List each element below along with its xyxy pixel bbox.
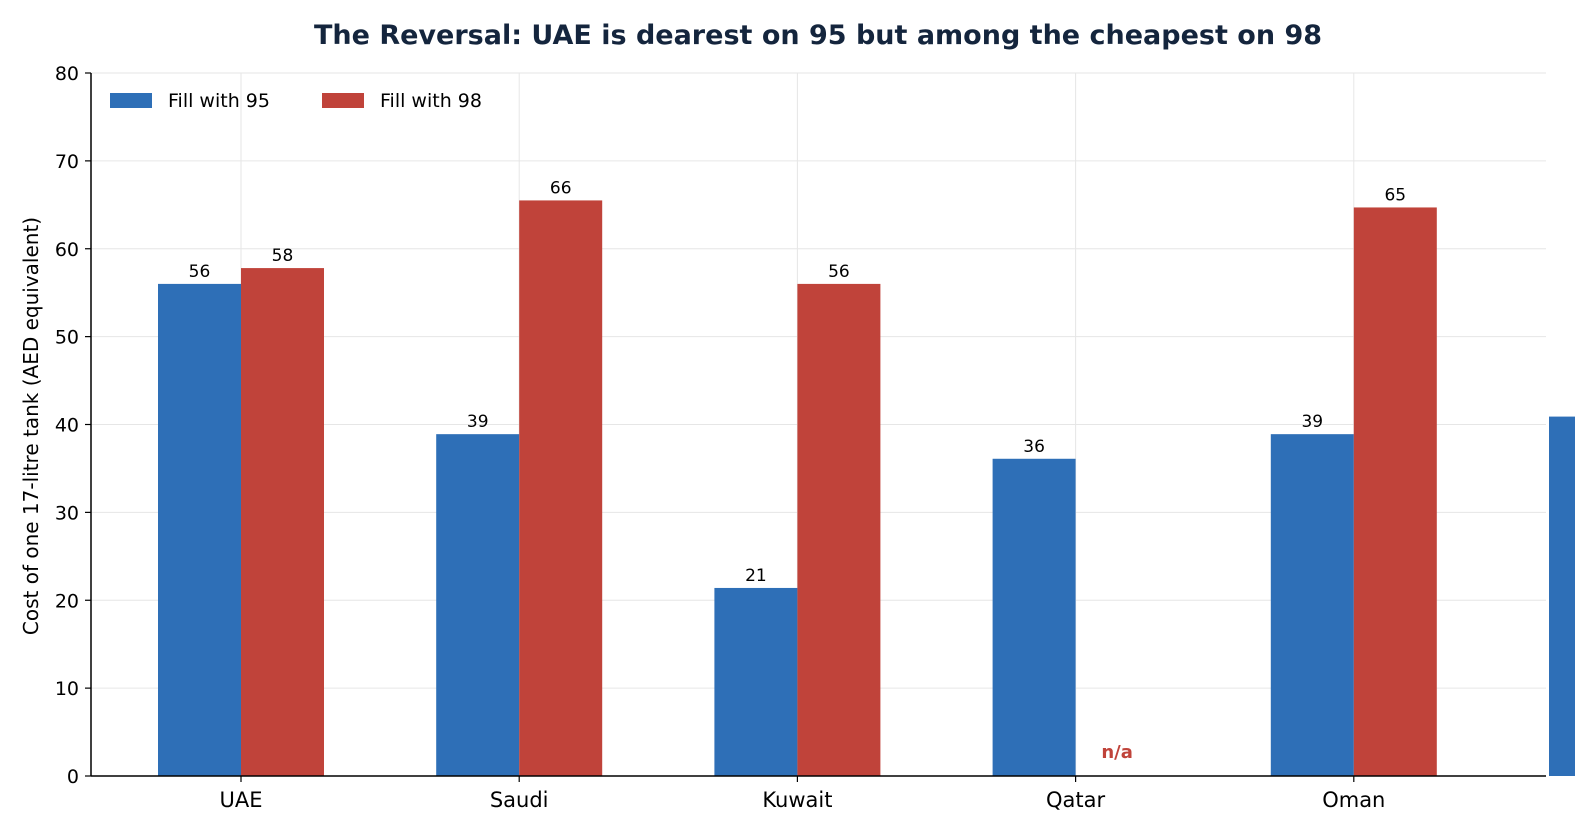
bar-95 xyxy=(714,587,798,776)
legend-label: Fill with 95 xyxy=(168,90,270,112)
legend: Fill with 95 Fill with 98 xyxy=(110,90,482,112)
bar-value-label: 21 xyxy=(745,566,767,586)
y-tick-label: 0 xyxy=(67,766,79,788)
bar-95 xyxy=(436,434,520,776)
bars xyxy=(158,200,1575,777)
x-category-labels: UAESaudiKuwaitQatarOmanBahrain xyxy=(219,776,1385,812)
y-tick-label: 20 xyxy=(55,590,79,612)
y-tick-label: 60 xyxy=(55,239,79,261)
y-tick-label: 40 xyxy=(55,415,79,437)
legend-label: Fill with 98 xyxy=(380,90,482,112)
bar-value-label: 56 xyxy=(828,262,850,282)
y-tick-labels: 0 10 20 30 40 50 60 70 80 xyxy=(55,63,91,788)
y-tick-label: 80 xyxy=(55,63,79,85)
bar-98 xyxy=(519,200,603,776)
bar-value-label: 39 xyxy=(467,412,489,432)
missing-value-label: n/a xyxy=(1101,742,1133,763)
bar-95 xyxy=(1549,416,1575,776)
bar-value-label: 36 xyxy=(1023,437,1045,457)
bar-value-label: 39 xyxy=(1301,412,1323,432)
x-category-label: UAE xyxy=(219,788,262,812)
x-category-label: Saudi xyxy=(490,788,549,812)
bar-value-label: 66 xyxy=(550,178,572,198)
bar-98 xyxy=(797,283,881,776)
y-tick-label: 10 xyxy=(55,678,79,700)
y-axis-title: Cost of one 17-litre tank (AED equivalen… xyxy=(19,217,43,635)
bar-value-label: 56 xyxy=(189,262,211,282)
bar-98 xyxy=(1353,207,1437,777)
chart-title: The Reversal: UAE is dearest on 95 but a… xyxy=(314,20,1322,51)
x-category-label: Oman xyxy=(1322,788,1385,812)
y-tick-label: 50 xyxy=(55,327,79,349)
bar-value-label: 58 xyxy=(272,246,294,266)
legend-swatch xyxy=(110,93,152,108)
legend-swatch xyxy=(322,93,364,108)
y-tick-label: 30 xyxy=(55,502,79,524)
bar-95 xyxy=(158,283,241,776)
data-labels: 563921363941586656n/a6560 xyxy=(189,178,1406,763)
bar-95 xyxy=(1270,434,1354,776)
x-category-label: Kuwait xyxy=(762,788,832,812)
bar-95 xyxy=(992,458,1076,776)
y-tick-label: 70 xyxy=(55,151,79,173)
bar-98 xyxy=(241,268,324,776)
bar-value-label: 65 xyxy=(1384,185,1406,205)
x-category-label: Qatar xyxy=(1046,788,1106,812)
